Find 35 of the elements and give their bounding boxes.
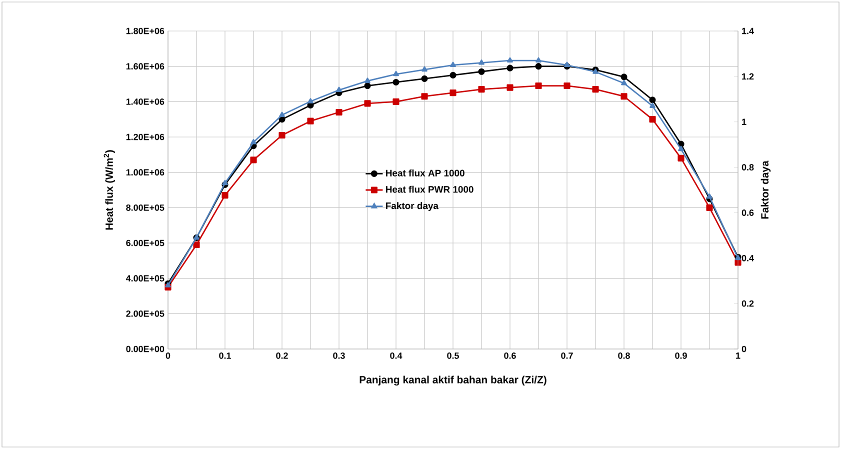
x-tick-label: 0.9 (675, 352, 687, 359)
y2-axis-title: Faktor daya (760, 160, 771, 219)
y-tick-label: 2.00E+05 (126, 310, 164, 317)
y-tick-label: 1.20E+06 (126, 134, 164, 140)
y2-tick-label: 1.4 (742, 28, 754, 34)
y-tick-label: 4.00E+05 (126, 275, 164, 282)
legend-label: Heat flux PWR 1000 (386, 186, 474, 193)
x-tick-label: 0.2 (276, 352, 288, 359)
y-tick-label: 1.80E+06 (126, 28, 164, 34)
x-tick-label: 0.6 (504, 352, 516, 359)
x-tick-label: 0 (166, 352, 170, 359)
y2-tick-label: 1.2 (742, 73, 754, 80)
y-tick-label: 6.00E+05 (126, 240, 164, 246)
legend-label: Faktor daya (386, 202, 439, 211)
y2-tick-label: 0.6 (742, 210, 754, 216)
x-tick-label: 0.5 (447, 352, 459, 359)
y2-tick-label: 1 (742, 118, 746, 125)
y2-tick-label: 0 (742, 346, 746, 352)
x-tick-label: 0.1 (219, 352, 231, 359)
x-tick-label: 0.4 (390, 352, 402, 359)
y2-tick-label: 0.4 (742, 254, 754, 262)
y2-tick-label: 0.8 (742, 164, 754, 170)
y-tick-label: 1.60E+06 (126, 63, 164, 70)
x-tick-label: 1 (736, 352, 740, 359)
legend-label: Heat flux AP 1000 (386, 169, 464, 176)
x-tick-label: 0.7 (561, 352, 573, 359)
y-tick-label: 1.00E+06 (126, 169, 164, 176)
x-tick-label: 0.3 (333, 352, 345, 359)
y2-tick-label: 0.2 (742, 300, 754, 307)
y-axis-title: Heat flux (W/m$^{2}$) (104, 150, 115, 230)
y-tick-label: 1.40E+06 (126, 98, 164, 105)
x-axis-title: Panjang kanal aktif bahan bakar (Zi/Z) (360, 376, 546, 386)
x-tick-label: 0.8 (618, 352, 630, 359)
y-tick-label: 0.00E+00 (126, 346, 164, 352)
y-tick-label: 8.00E+05 (126, 204, 164, 211)
